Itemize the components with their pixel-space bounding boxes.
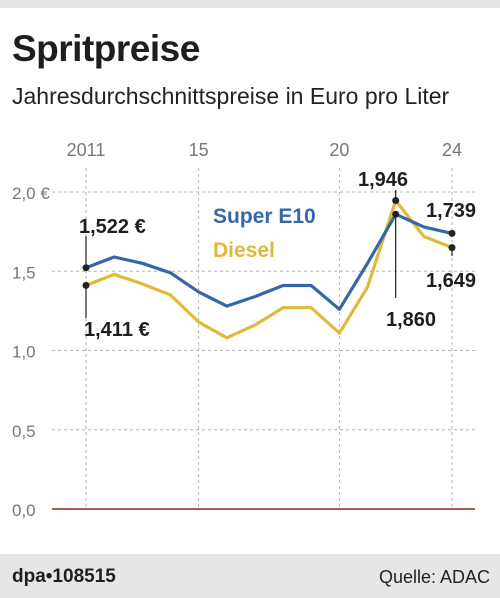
- marker-dot: [392, 210, 400, 218]
- marker-dot: [82, 281, 90, 289]
- chart-title: Spritpreise: [12, 28, 200, 69]
- series-line-super-e10: [84, 212, 454, 311]
- legend-diesel: Diesel: [213, 239, 275, 262]
- data-label: 1,522 €: [79, 216, 146, 238]
- data-label: 1,860: [386, 309, 436, 331]
- y-tick-label: 2,0 €: [12, 184, 50, 203]
- y-tick-label: 0,0: [12, 501, 36, 520]
- x-tick-label: 15: [189, 140, 209, 160]
- data-label: 1,411 €: [84, 319, 150, 341]
- footer: dpa•108515 Quelle: ADAC: [0, 554, 500, 598]
- data-label: 1,946: [358, 169, 408, 191]
- x-tick-label: 20: [329, 140, 349, 160]
- y-tick-label: 0,5: [12, 422, 36, 441]
- x-tick-label: 24: [442, 140, 462, 160]
- data-label: 1,739: [426, 200, 476, 222]
- series-line-diesel: [84, 198, 454, 340]
- marker-dot: [392, 197, 400, 205]
- marker-dot: [82, 264, 90, 272]
- agency-label: dpa•108515: [12, 566, 116, 587]
- data-label: 1,649: [426, 270, 476, 292]
- marker-dot: [448, 229, 456, 237]
- chart-subtitle: Jahresdurchschnittspreise in Euro pro Li…: [12, 83, 450, 109]
- source-label: Quelle: ADAC: [378, 567, 490, 587]
- y-tick-label: 1,5: [12, 263, 36, 282]
- line-chart: 0,0 0,5 1,0 1,5 2,0 € 2011 15 20 24 Super E10 Dies…: [12, 140, 476, 520]
- marker-dot: [448, 244, 456, 252]
- y-tick-label: 1,0: [12, 343, 36, 362]
- top-bar: [0, 0, 500, 8]
- legend-super-e10: Super E10: [213, 205, 316, 228]
- x-tick-label: 2011: [67, 140, 106, 160]
